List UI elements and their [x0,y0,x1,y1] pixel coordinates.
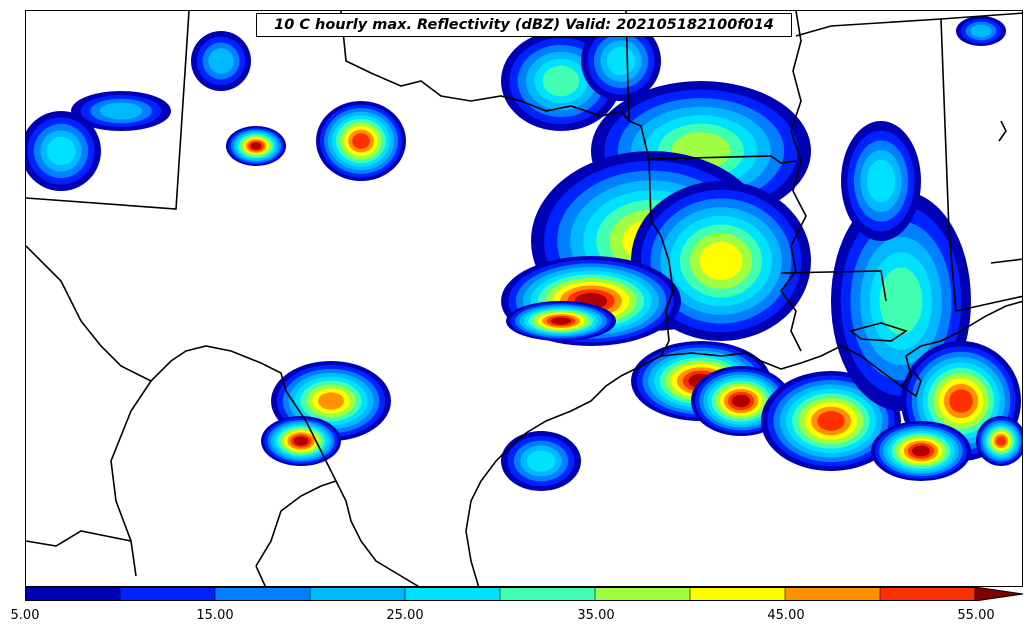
colorbar-segment [595,587,690,601]
reflectivity-contour [526,450,556,472]
colorbar-segment [500,587,595,601]
reflectivity-contour [46,136,76,166]
reflectivity-contour [551,317,571,325]
colorbar-segment [405,587,500,601]
reflectivity-contour [911,445,931,457]
reflectivity-contour [866,159,896,203]
colorbar-tick-55: 55.00 [957,608,995,623]
colorbar-segment [880,587,975,601]
reflectivity-contour [731,394,751,408]
colorbar-segment [785,587,880,601]
colorbar-segment [120,587,215,601]
reflectivity-contour [352,133,370,149]
colorbar-tick-35: 35.00 [577,608,615,623]
reflectivity-contour [996,436,1006,446]
colorbar-segment [215,587,310,601]
colorbar-tick-45: 45.00 [767,608,805,623]
state-boundaries [26,11,1022,586]
reflectivity-contour [99,102,143,120]
reflectivity-contour [250,142,262,150]
colorbar-segment [25,587,120,601]
colorbar-tick-5: 5.00 [10,608,40,623]
reflectivity-contour [318,392,344,410]
colorbar-segment [690,587,785,601]
reflectivity-contour [879,267,923,335]
reflectivity-contour [606,46,636,76]
colorbar-segment [310,587,405,601]
reflectivity-contour [208,48,234,74]
colorbar-outline [25,587,976,601]
map-title: 10 C hourly max. Reflectivity (dBZ) Vali… [256,13,792,37]
reflectivity-contour [699,241,743,281]
colorbar-tick-25: 25.00 [386,608,424,623]
colorbar-tick-15: 15.00 [196,608,234,623]
reflectivity-contour [293,436,309,446]
colorbar-extend-arrow [974,587,1024,601]
reflectivity-echoes [26,16,1022,491]
reflectivity-contour [970,24,992,38]
reflectivity-contour [542,65,580,97]
reflectivity-contour [949,389,973,413]
reflectivity-colorbar [25,587,1024,601]
reflectivity-map [26,11,1022,586]
map-panel [25,10,1023,587]
reflectivity-contour [817,411,845,431]
